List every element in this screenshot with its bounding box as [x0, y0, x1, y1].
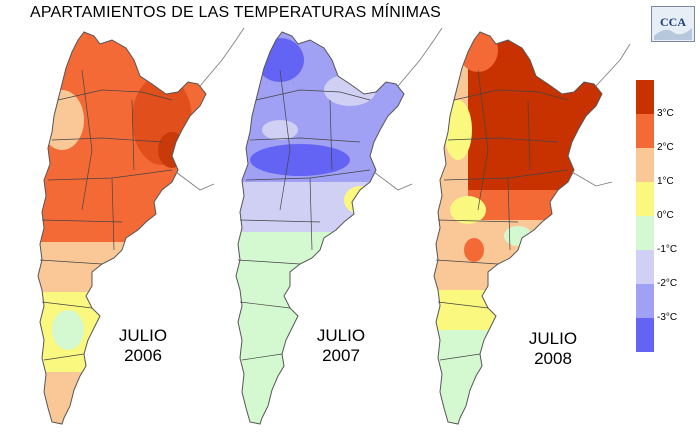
map-title: APARTAMIENTOS DE LAS TEMPERATURAS MÍNIMA…: [30, 4, 441, 21]
legend-label: 0°C: [657, 210, 674, 221]
legend-swatch: [636, 318, 654, 352]
legend-swatch: [636, 80, 654, 114]
map-label-2008: JULIO 2008: [528, 329, 578, 368]
logo-text: CCA: [660, 15, 686, 29]
map-2006: [37, 31, 207, 425]
legend-label: 2°C: [657, 142, 674, 153]
legend-swatch: [636, 284, 654, 318]
neighbour-borders: [175, 27, 631, 191]
color-legend: [636, 80, 664, 352]
map-2008: [433, 31, 603, 425]
legend-label: -2°C: [657, 278, 678, 289]
legend-label: 1°C: [657, 176, 674, 187]
legend-label: -3°C: [657, 312, 678, 323]
map-label-2007: JULIO 2007: [316, 326, 366, 365]
legend-label: -1°C: [657, 244, 678, 255]
legend-swatch: [636, 182, 654, 216]
cca-logo: CCA: [651, 6, 695, 42]
legend-swatch: [636, 250, 654, 284]
map-label-2006: JULIO 2006: [118, 326, 168, 365]
legend-label: 3°C: [657, 108, 674, 119]
legend-swatch: [636, 216, 654, 250]
legend-swatch: [636, 114, 654, 148]
map-2007: [235, 31, 405, 425]
legend-swatch: [636, 148, 654, 182]
